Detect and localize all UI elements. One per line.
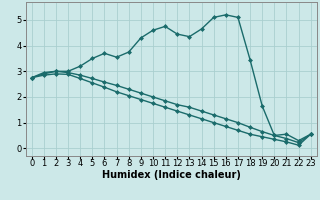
- X-axis label: Humidex (Indice chaleur): Humidex (Indice chaleur): [102, 170, 241, 180]
